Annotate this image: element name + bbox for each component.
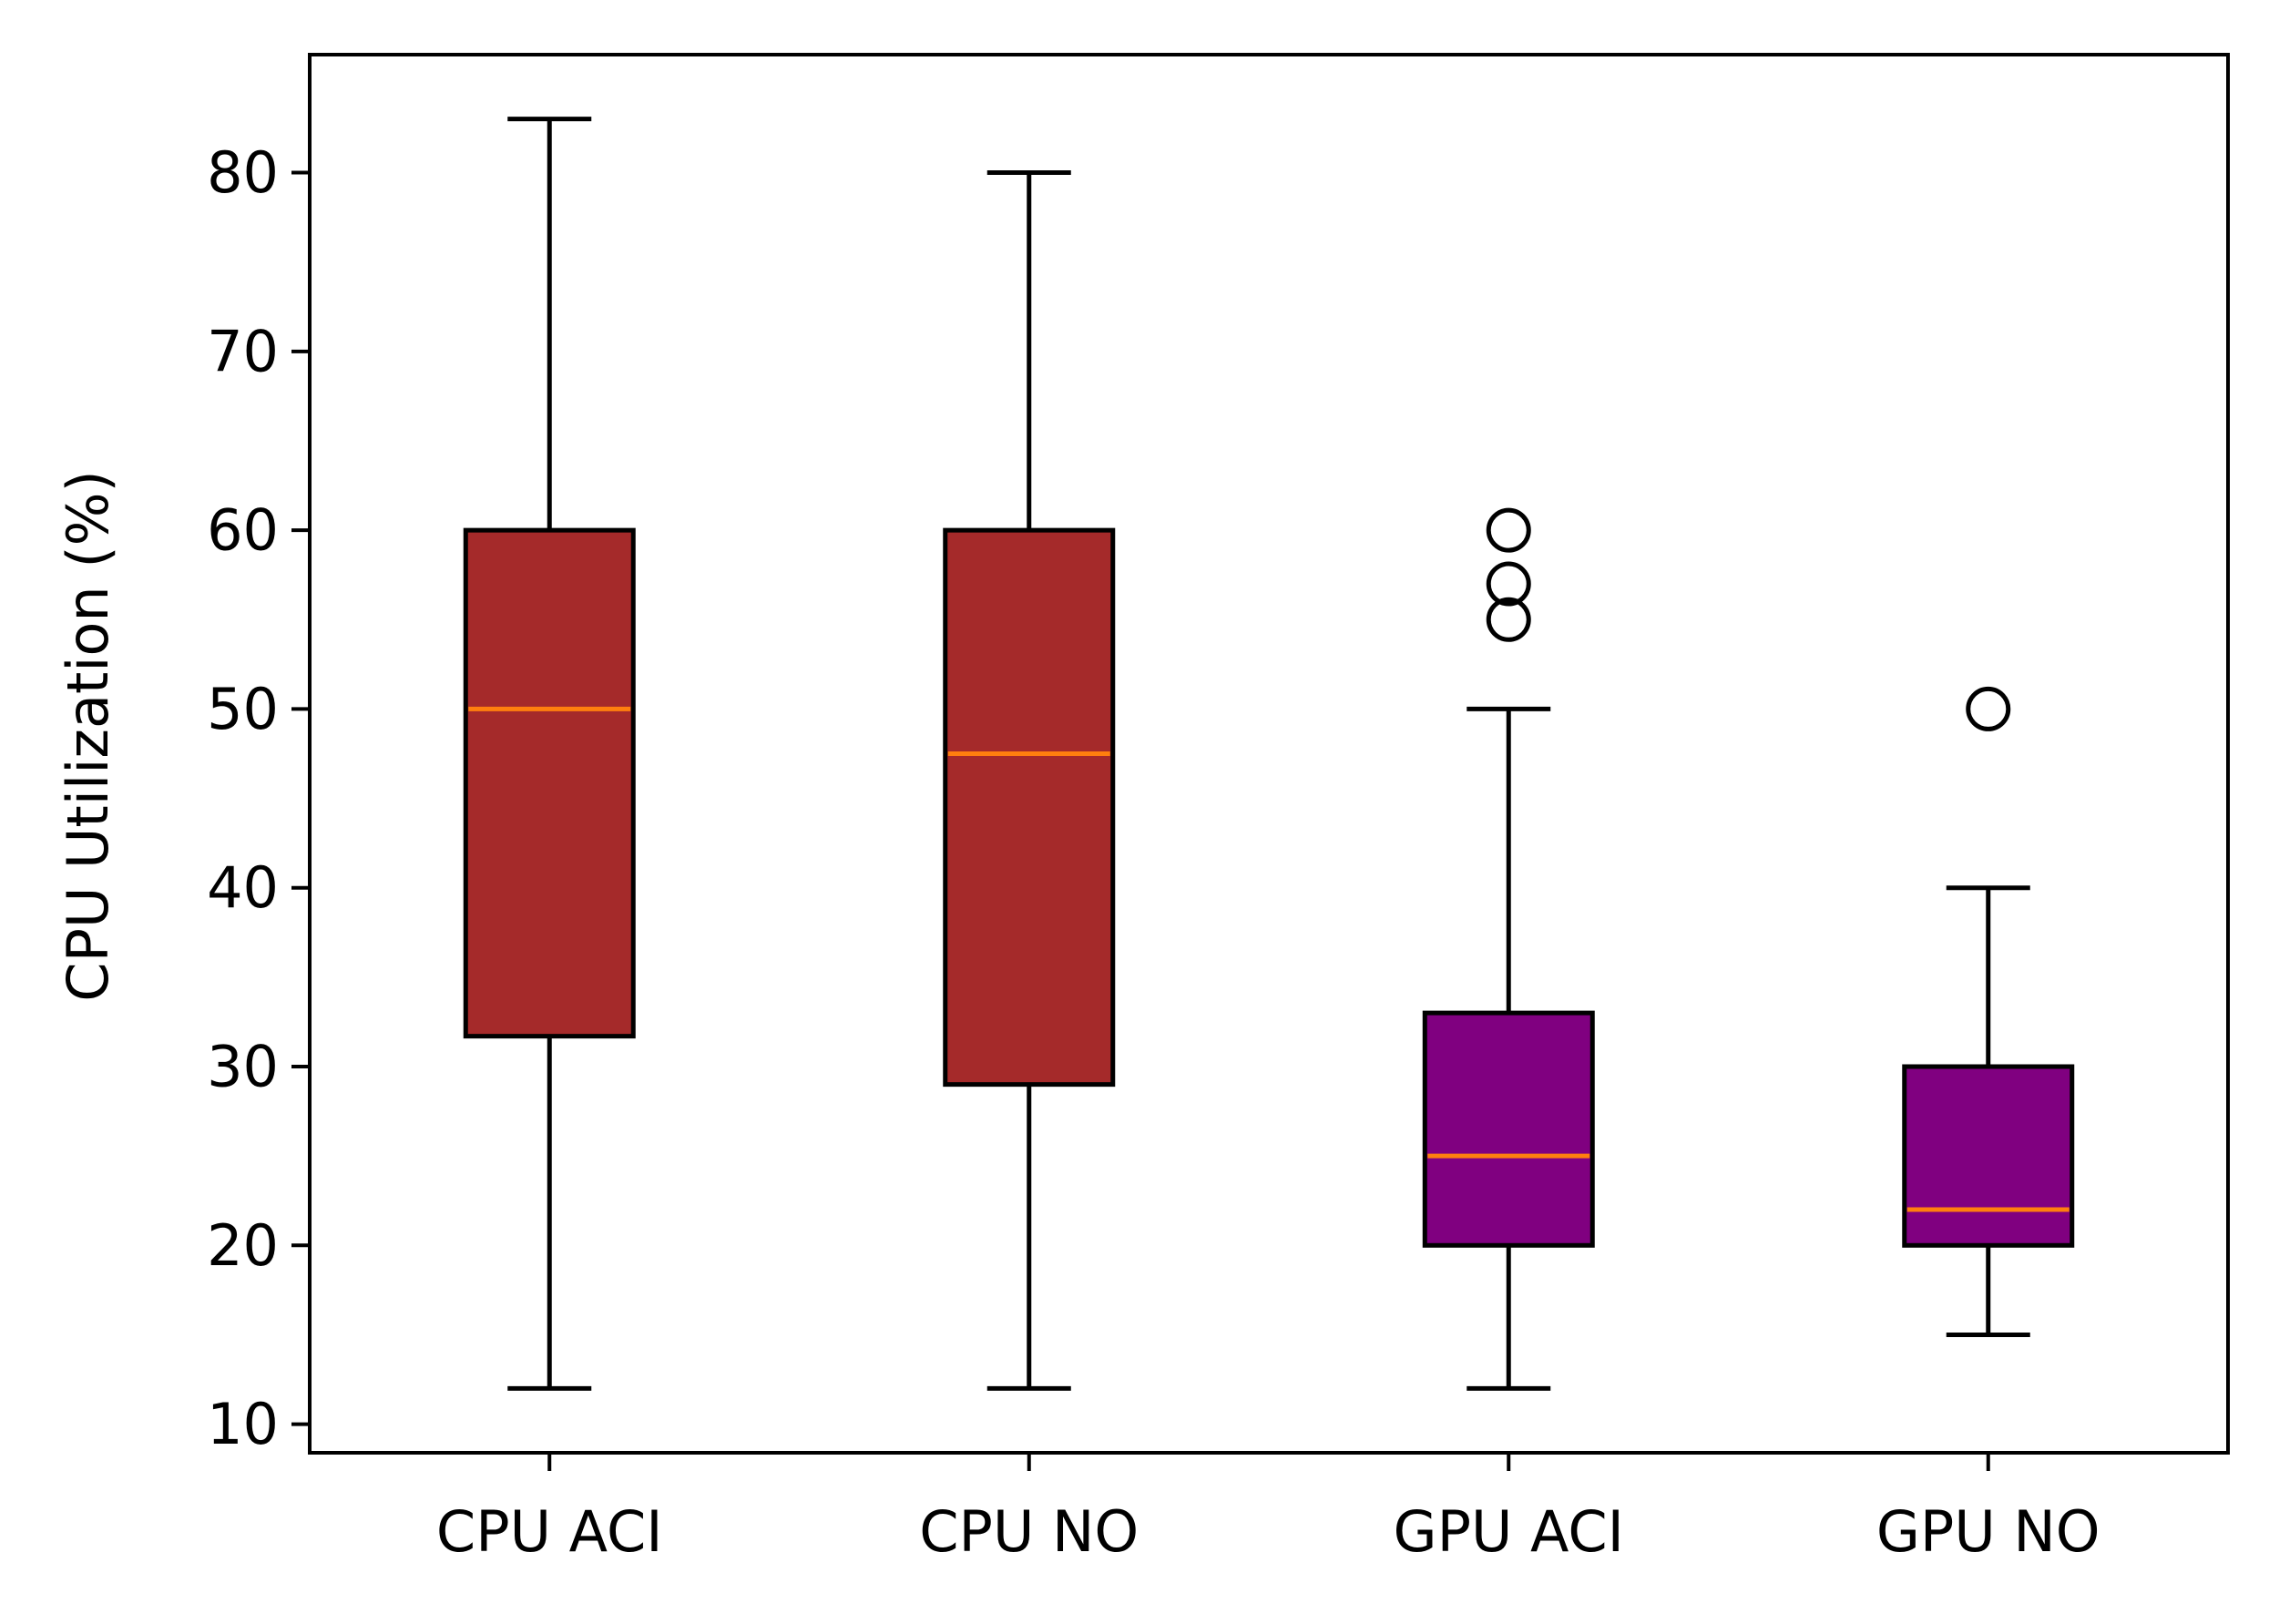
x-tick-label: CPU NO	[919, 1498, 1139, 1565]
y-tick-label: 50	[207, 676, 279, 742]
y-tick-label: 20	[207, 1212, 279, 1279]
y-tick-label: 80	[207, 139, 279, 206]
plot-content	[463, 117, 2075, 1391]
box	[463, 527, 636, 1039]
x-tick-label: GPU NO	[1876, 1498, 2100, 1565]
box	[1902, 1064, 2075, 1248]
y-axis-title: CPU Utilization (%)	[55, 470, 121, 1001]
box-group	[943, 170, 1116, 1391]
y-tick-label: 60	[207, 497, 279, 564]
x-axis: CPU ACI CPU NO GPU ACI GPU NO	[436, 1453, 2100, 1565]
y-axis: 10 20 30 40 50 60 70 80	[207, 139, 310, 1457]
outlier-point	[1486, 507, 1531, 553]
box-group	[463, 117, 636, 1391]
x-tick-label: CPU ACI	[436, 1498, 663, 1565]
y-tick-label: 70	[207, 318, 279, 384]
box	[1422, 1010, 1595, 1248]
x-tick-label: GPU ACI	[1394, 1498, 1624, 1565]
box-group	[1902, 686, 2075, 1337]
box-group	[1422, 507, 1595, 1391]
axes-frame	[308, 53, 2230, 1455]
box	[943, 527, 1116, 1088]
y-tick-label: 40	[207, 854, 279, 921]
y-tick-label: 10	[207, 1391, 279, 1457]
outlier-point	[1486, 597, 1531, 642]
outlier-point	[1486, 561, 1531, 607]
outlier-point	[1966, 686, 2011, 731]
y-tick-label: 30	[207, 1034, 279, 1100]
